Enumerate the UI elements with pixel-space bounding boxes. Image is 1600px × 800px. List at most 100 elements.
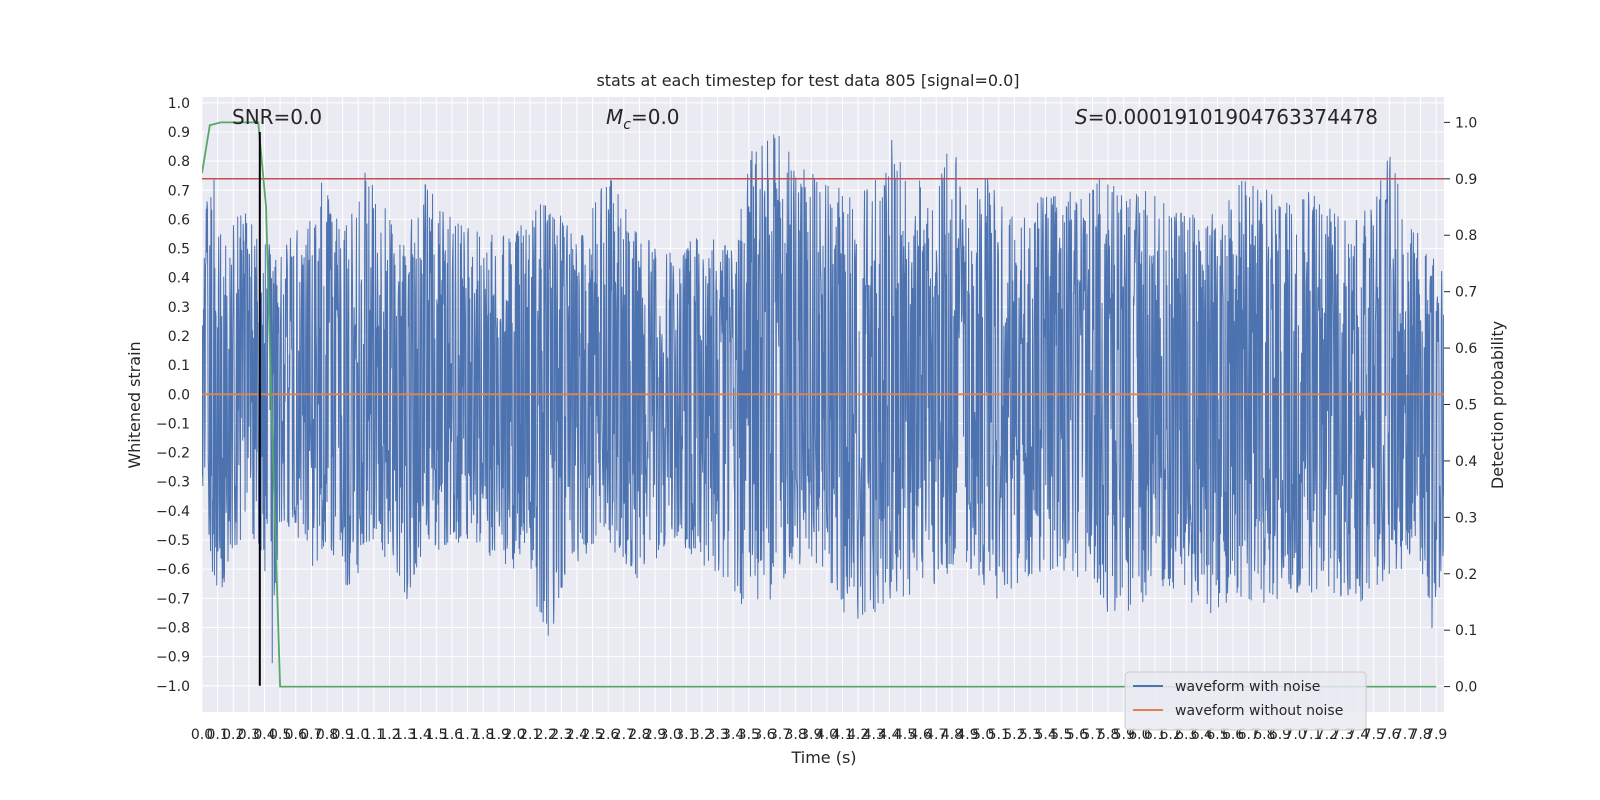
x-tick-label: 3.9: [800, 727, 822, 743]
left-y-tick-label: −0.7: [156, 591, 190, 607]
right-y-tick-label: 1.0: [1455, 115, 1477, 131]
x-tick-label: 0.1: [206, 727, 228, 743]
x-tick-label: 6.5: [1206, 727, 1228, 743]
x-tick-label: 1.8: [472, 727, 494, 743]
x-tick-label: 0.3: [238, 727, 260, 743]
x-tick-label: 2.3: [550, 727, 572, 743]
left-y-tick-label: −0.2: [156, 446, 190, 462]
left-y-tick-label: 0.9: [168, 125, 190, 141]
x-tick-label: 2.9: [644, 727, 666, 743]
x-tick-label: 1.4: [410, 727, 432, 743]
left-y-axis-label: Whitened strain: [125, 341, 144, 468]
x-tick-label: 2.6: [597, 727, 619, 743]
x-tick-label: 5.7: [1081, 727, 1103, 743]
x-tick-label: 5.0: [972, 727, 994, 743]
x-tick-label: 2.5: [581, 727, 603, 743]
x-tick-label: 1.3: [394, 727, 416, 743]
legend-entry-clean: waveform without noise: [1175, 703, 1343, 719]
right-y-tick-label: 0.8: [1455, 228, 1477, 244]
right-y-tick-label: 0.2: [1455, 567, 1477, 583]
x-tick-label: 7.3: [1331, 727, 1353, 743]
x-tick-label: 6.8: [1253, 727, 1275, 743]
chirp-mass-value: =0.0: [631, 105, 680, 129]
x-tick-label: 6.7: [1238, 727, 1260, 743]
detection-probability-line: [202, 121, 1437, 688]
line-series-group: [202, 121, 1444, 688]
x-tick-label: 7.8: [1409, 727, 1431, 743]
noisy-waveform-series: [202, 134, 1444, 664]
x-tick-label: 4.3: [863, 727, 885, 743]
x-tick-label: 4.2: [847, 727, 869, 743]
x-tick-label: 3.3: [706, 727, 728, 743]
x-tick-label: 0.9: [331, 727, 353, 743]
x-tick-label: 2.0: [503, 727, 525, 743]
x-tick-label: 6.4: [1191, 727, 1213, 743]
x-tick-label: 4.8: [941, 727, 963, 743]
left-y-tick-label: 0.2: [168, 329, 190, 345]
x-tick-label: 5.6: [1066, 727, 1088, 743]
x-tick-label: 0.2: [222, 727, 244, 743]
snr-annotation: SNR=0.0: [232, 105, 322, 129]
chirp-mass-symbol: M: [606, 105, 623, 129]
x-tick-label: 0.7: [300, 727, 322, 743]
x-tick-label: 2.1: [519, 727, 541, 743]
x-tick-label: 6.0: [1128, 727, 1150, 743]
left-y-tick-label: 0.3: [168, 300, 190, 316]
right-y-tick-label: 0.4: [1455, 454, 1477, 470]
right-y-tick-label: 0.0: [1455, 680, 1477, 696]
score-value: =0.00019101904763374478: [1088, 105, 1378, 129]
chirp-mass-subscript: c: [623, 117, 631, 133]
x-tick-label: 7.9: [1425, 727, 1447, 743]
x-tick-label: 3.5: [738, 727, 760, 743]
x-tick-label: 4.6: [910, 727, 932, 743]
x-tick-label: 5.5: [1050, 727, 1072, 743]
x-tick-label: 7.4: [1347, 727, 1369, 743]
x-tick-label: 2.8: [628, 727, 650, 743]
x-tick-label: 0.8: [316, 727, 338, 743]
legend-entry-noisy: waveform with noise: [1175, 679, 1320, 695]
x-tick-label: 6.9: [1269, 727, 1291, 743]
x-tick-label: 7.7: [1394, 727, 1416, 743]
chirp-mass-annotation: Mc=0.0: [606, 105, 680, 133]
left-y-tick-label: 0.7: [168, 183, 190, 199]
score-annotation: S=0.00019101904763374478: [1075, 105, 1378, 129]
left-y-tick-label: −1.0: [156, 679, 190, 695]
x-tick-label: 6.6: [1222, 727, 1244, 743]
x-tick-label: 5.9: [1113, 727, 1135, 743]
x-tick-label: 6.1: [1144, 727, 1166, 743]
right-y-tick-label: 0.1: [1455, 623, 1477, 639]
left-y-tick-label: 0.0: [168, 387, 190, 403]
x-tick-label: 6.2: [1159, 727, 1181, 743]
x-tick-label: 0.4: [253, 727, 275, 743]
left-y-tick-label: −0.6: [156, 562, 190, 578]
left-y-tick-label: −0.9: [156, 650, 190, 666]
x-tick-label: 3.7: [769, 727, 791, 743]
left-y-tick-label: 0.1: [168, 358, 190, 374]
x-tick-label: 5.1: [988, 727, 1010, 743]
right-y-tick-label: 0.6: [1455, 341, 1477, 357]
x-tick-label: 4.1: [831, 727, 853, 743]
left-y-tick-label: 0.8: [168, 154, 190, 170]
x-axis-label: Time (s): [790, 748, 856, 767]
right-y-tick-label: 0.7: [1455, 285, 1477, 301]
x-tick-label: 4.9: [956, 727, 978, 743]
right-y-tick-label: 0.9: [1455, 172, 1477, 188]
x-axis-ticks: 0.00.10.20.30.40.50.60.70.80.91.01.11.21…: [191, 727, 1447, 743]
left-y-tick-label: 1.0: [168, 96, 190, 112]
left-y-axis-ticks: −1.0 −0.9 −0.8 −0.7 −0.6 −0.5 −0.4 −0.3 −0.2 −0.1…: [156, 96, 190, 695]
left-y-tick-label: 0.6: [168, 212, 190, 228]
x-tick-label: 3.4: [722, 727, 744, 743]
x-tick-label: 5.3: [1019, 727, 1041, 743]
x-tick-label: 4.0: [816, 727, 838, 743]
x-tick-label: 4.5: [894, 727, 916, 743]
x-tick-label: 5.4: [1034, 727, 1056, 743]
left-y-tick-label: 0.5: [168, 242, 190, 258]
score-symbol: S: [1075, 105, 1088, 129]
x-tick-label: 1.9: [488, 727, 510, 743]
left-y-tick-label: −0.4: [156, 504, 190, 520]
legend-box: [1124, 671, 1367, 731]
x-tick-label: 4.7: [925, 727, 947, 743]
x-tick-label: 3.0: [660, 727, 682, 743]
x-tick-label: 7.2: [1316, 727, 1338, 743]
